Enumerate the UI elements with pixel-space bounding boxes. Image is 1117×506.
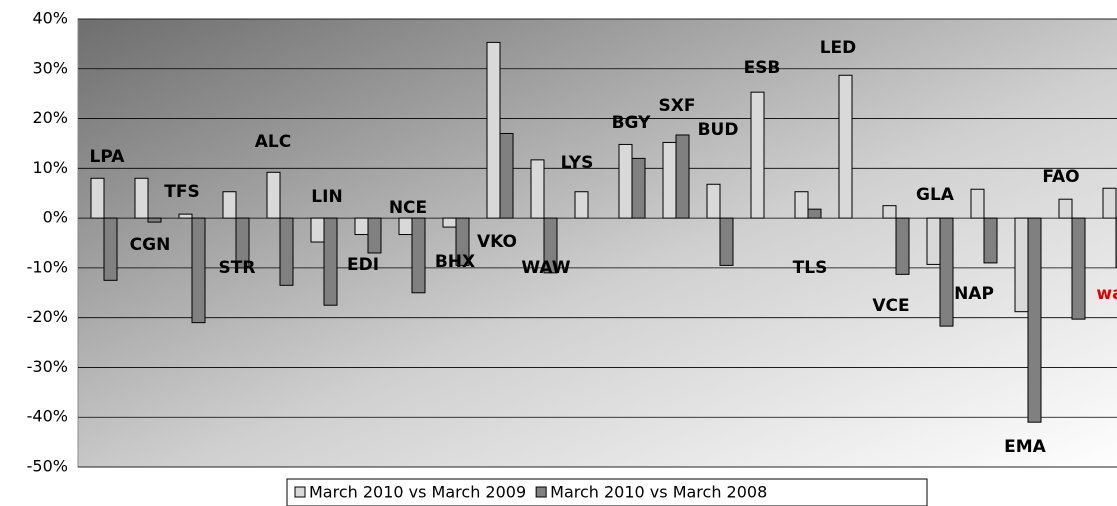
bar: [675, 134, 690, 219]
category-label: LPA: [90, 147, 126, 167]
bar: [1058, 198, 1073, 219]
bar: [455, 217, 470, 266]
category-label: NCE: [389, 198, 427, 218]
bar: [1027, 217, 1042, 423]
bar: [1071, 217, 1086, 320]
category-label: EMA: [1004, 437, 1047, 457]
category-label: BGY: [612, 113, 652, 133]
y-tick-label: -10%: [27, 257, 68, 276]
category-label: STR: [219, 258, 256, 278]
bar: [543, 217, 558, 274]
bar: [147, 217, 162, 223]
category-label: LIN: [311, 187, 342, 207]
category-label: ALC: [255, 132, 291, 152]
bar: [807, 208, 822, 219]
bar: [895, 217, 910, 275]
bar: [618, 143, 633, 219]
legend-swatch: [535, 486, 547, 498]
bar: [1102, 187, 1117, 219]
category-label: ESB: [744, 58, 781, 78]
y-tick-label: -20%: [27, 307, 68, 326]
bar: [398, 217, 413, 236]
legend-label: March 2010 vs March 2009: [309, 483, 526, 502]
category-label: TLS: [793, 258, 828, 278]
bar: [442, 217, 457, 228]
bar: [178, 213, 193, 219]
category-label: CGN: [130, 235, 171, 255]
bar: [279, 217, 294, 286]
y-tick-label: 40%: [32, 9, 68, 28]
legend-box: [286, 478, 928, 506]
bar: [662, 141, 677, 219]
y-tick-label: -40%: [27, 407, 68, 426]
category-label: SXF: [659, 96, 696, 116]
category-label: NAP: [954, 284, 994, 304]
bar: [882, 205, 897, 219]
category-label: LYS: [561, 153, 594, 173]
y-tick-label: -50%: [27, 457, 68, 476]
bar: [310, 217, 325, 243]
y-tick-label: 20%: [32, 108, 68, 127]
bar: [134, 177, 149, 219]
bar: [323, 217, 338, 306]
category-label: BHX: [435, 252, 475, 272]
bar: [750, 91, 765, 219]
bar: [574, 191, 589, 219]
bar: [631, 157, 646, 219]
category-label: VKO: [477, 232, 517, 252]
bar: [970, 188, 985, 219]
category-label: GLA: [916, 185, 955, 205]
bar: [706, 183, 721, 219]
legend-swatch: [294, 486, 306, 498]
category-label: WAW: [521, 258, 570, 278]
bar: [486, 41, 501, 219]
y-tick-label: 0%: [43, 208, 68, 227]
category-label: BUD: [698, 120, 739, 140]
bar: [926, 217, 941, 265]
bar: [411, 217, 426, 294]
plot-area: [77, 18, 1117, 468]
bar: [530, 159, 545, 219]
bar: [939, 217, 954, 327]
bar: [354, 217, 369, 236]
bar: [235, 217, 250, 269]
bar: [367, 217, 382, 254]
bar: [222, 191, 237, 219]
y-tick-label: -30%: [27, 357, 68, 376]
bar: [838, 74, 853, 219]
y-tick-label: 30%: [32, 58, 68, 77]
category-label: FAO: [1042, 167, 1079, 187]
category-label: wa: [1096, 284, 1117, 304]
bar: [794, 191, 809, 219]
legend-label: March 2010 vs March 2008: [550, 483, 767, 502]
category-label: LED: [820, 38, 857, 58]
category-label: TFS: [164, 182, 199, 202]
bar: [983, 217, 998, 264]
bar: [103, 217, 118, 281]
bar: [1014, 217, 1029, 313]
legend: March 2010 vs March 2009 March 2010 vs Ma…: [286, 478, 928, 506]
bar: [266, 171, 281, 219]
category-label: EDI: [347, 255, 379, 275]
bar: [719, 217, 734, 266]
bar: [90, 177, 105, 219]
bar: [191, 217, 206, 324]
y-tick-label: 10%: [32, 158, 68, 177]
bar: [499, 132, 514, 219]
category-label: VCE: [872, 296, 909, 316]
